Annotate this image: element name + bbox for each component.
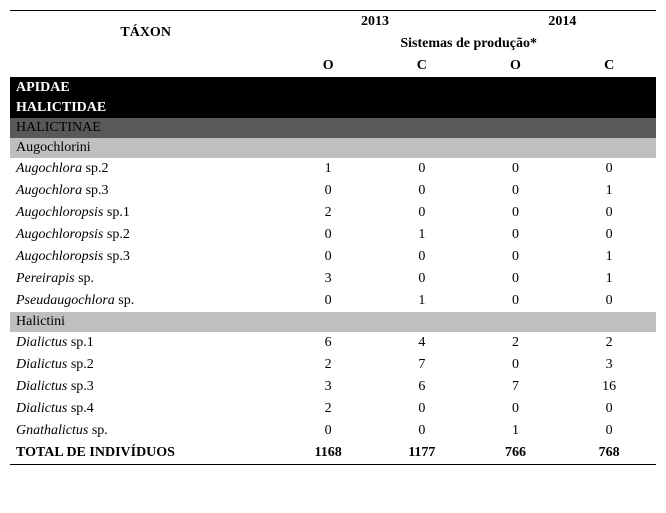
header-col-o-2014: O (469, 55, 563, 78)
total-row: TOTAL DE INDIVÍDUOS 1168 1177 766 768 (10, 442, 656, 465)
header-systems: Sistemas de produção* (281, 33, 656, 55)
header-col-c-2014: C (562, 55, 656, 78)
subfamily-halictinae-row: HALICTINAE (10, 118, 656, 138)
tribe-halictini-label: Halictini (10, 312, 281, 332)
header-col-c-2013: C (375, 55, 469, 78)
table-row: Gnathalictus sp. 0 0 1 0 (10, 420, 656, 442)
subfamily-halictinae-label: HALICTINAE (10, 118, 281, 138)
table-row: Pseudaugochlora sp. 0 1 0 0 (10, 290, 656, 312)
header-year-2014: 2014 (469, 11, 656, 34)
table-row: Pereirapis sp. 3 0 0 1 (10, 268, 656, 290)
table-row: Augochloropsis sp.1 2 0 0 0 (10, 202, 656, 224)
table-row: Augochlora sp.3 0 0 0 1 (10, 180, 656, 202)
table-row: Dialictus sp.4 2 0 0 0 (10, 398, 656, 420)
family-apidae-label: APIDAE (10, 78, 281, 99)
family-halictidae-row: HALICTIDAE (10, 98, 656, 118)
tribe-augochlorini-row: Augochlorini (10, 138, 656, 158)
tribe-augochlorini-label: Augochlorini (10, 138, 281, 158)
table-row: Augochloropsis sp.3 0 0 0 1 (10, 246, 656, 268)
header-year-2013: 2013 (281, 11, 468, 34)
table-row: Dialictus sp.3 3 6 7 16 (10, 376, 656, 398)
table-row: Dialictus sp.2 2 7 0 3 (10, 354, 656, 376)
table-row: Augochlora sp.2 1 0 0 0 (10, 158, 656, 180)
tribe-halictini-row: Halictini (10, 312, 656, 332)
family-halictidae-label: HALICTIDAE (10, 98, 281, 118)
header-taxon: TÁXON (10, 11, 281, 56)
header-col-o-2013: O (281, 55, 375, 78)
family-apidae-row: APIDAE (10, 78, 656, 99)
total-label: TOTAL DE INDIVÍDUOS (10, 442, 281, 465)
table-row: Augochloropsis sp.2 0 1 0 0 (10, 224, 656, 246)
taxon-table: TÁXON 2013 2014 Sistemas de produção* O … (10, 10, 656, 465)
table-row: Dialictus sp.1 6 4 2 2 (10, 332, 656, 354)
